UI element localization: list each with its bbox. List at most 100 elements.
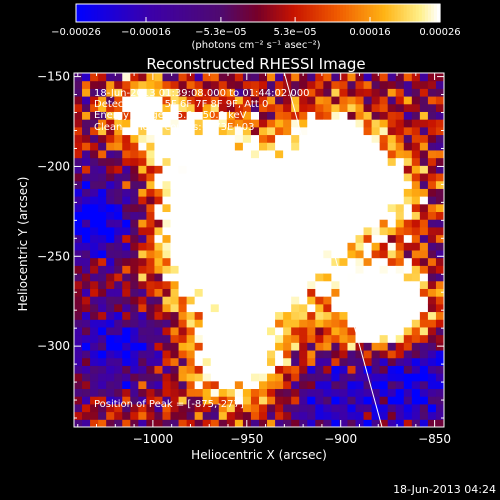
heatmap-cell — [186, 88, 196, 97]
heatmap-cell — [250, 296, 260, 305]
colorbar-segment — [191, 4, 195, 22]
heatmap-cell — [226, 234, 236, 243]
heatmap-cell — [82, 388, 91, 397]
heatmap-cell — [82, 126, 91, 136]
heatmap-cell — [226, 103, 236, 112]
heatmap-cell — [355, 219, 365, 228]
heatmap-cell — [427, 149, 437, 159]
heatmap-cell — [98, 273, 107, 282]
heatmap-cell — [275, 334, 284, 343]
heatmap-cell — [178, 134, 188, 143]
heatmap-cell — [299, 173, 308, 182]
heatmap-cell — [427, 73, 437, 82]
heatmap-cell — [259, 126, 268, 136]
heatmap-cell — [259, 334, 268, 343]
heatmap-cell — [218, 365, 228, 374]
heatmap-cell — [307, 96, 316, 105]
heatmap-cell — [154, 103, 163, 112]
heatmap-cell — [267, 311, 276, 320]
heatmap-cell — [178, 288, 188, 297]
heatmap-cell — [307, 88, 316, 97]
heatmap-cell — [202, 334, 212, 343]
heatmap-cell — [178, 226, 188, 236]
heatmap-cell — [226, 326, 236, 336]
heatmap-cell — [363, 342, 373, 351]
heatmap-cell — [371, 303, 381, 313]
colorbar-segment — [194, 4, 198, 22]
heatmap-cell — [138, 388, 147, 397]
heatmap-cell — [403, 88, 413, 97]
heatmap-cell — [234, 142, 244, 151]
heatmap-cell — [411, 188, 421, 197]
heatmap-cell — [202, 226, 212, 236]
heatmap-cell — [242, 357, 252, 366]
heatmap-cell — [234, 319, 244, 328]
heatmap-cell — [371, 419, 381, 428]
heatmap-cell — [403, 196, 413, 205]
heatmap-cell — [210, 180, 220, 189]
x-tick-label: −900 — [324, 432, 357, 446]
heatmap-cell — [218, 334, 228, 343]
heatmap-cell — [379, 180, 389, 189]
heatmap-cell — [162, 165, 172, 174]
heatmap-cell — [162, 119, 172, 128]
heatmap-cell — [275, 342, 284, 351]
heatmap-cell — [194, 211, 204, 220]
heatmap-cell — [275, 211, 284, 220]
heatmap-cell — [186, 142, 196, 151]
heatmap-cell — [170, 296, 180, 305]
heatmap-cell — [114, 311, 123, 320]
heatmap-cell — [307, 280, 316, 289]
heatmap-cell — [154, 380, 163, 390]
heatmap-cell — [323, 326, 332, 336]
heatmap-cell — [307, 219, 316, 228]
heatmap-cell — [403, 319, 413, 328]
heatmap-cell — [226, 165, 236, 174]
heatmap-cell — [218, 142, 228, 151]
heatmap-cell — [347, 357, 357, 366]
heatmap-cell — [154, 273, 163, 282]
heatmap-cell — [170, 265, 180, 274]
heatmap-cell — [355, 373, 365, 382]
heatmap-cell — [154, 303, 163, 313]
heatmap-cell — [234, 242, 244, 251]
heatmap-cell — [202, 326, 212, 336]
heatmap-cell — [154, 96, 163, 105]
heatmap-cell — [435, 203, 445, 213]
heatmap-cell — [74, 73, 83, 82]
heatmap-cell — [355, 203, 365, 213]
heatmap-cell — [379, 411, 389, 420]
heatmap-cell — [178, 373, 188, 382]
heatmap-cell — [315, 273, 324, 282]
heatmap-cell — [331, 403, 340, 413]
heatmap-cell — [331, 242, 340, 251]
heatmap-cell — [138, 103, 147, 112]
heatmap-cell — [411, 196, 421, 205]
heatmap-cell — [427, 203, 437, 213]
heatmap-cell — [242, 134, 252, 143]
heatmap-cell — [307, 119, 316, 128]
heatmap-cell — [427, 219, 437, 228]
heatmap-cell — [427, 111, 437, 120]
heatmap-cell — [178, 280, 188, 289]
heatmap-cell — [307, 103, 316, 112]
heatmap-cell — [435, 403, 445, 413]
heatmap-cell — [154, 388, 163, 397]
heatmap-cell — [250, 342, 260, 351]
colorbar-segment — [318, 4, 323, 22]
heatmap-cell — [170, 96, 180, 105]
heatmap-cell — [259, 373, 268, 382]
heatmap-cell — [114, 357, 123, 366]
heatmap-cell — [283, 388, 292, 397]
heatmap-cell — [419, 165, 429, 174]
heatmap-cell — [395, 226, 405, 236]
heatmap-cell — [114, 380, 123, 390]
heatmap-cell — [419, 126, 429, 136]
heatmap-cell — [130, 411, 139, 420]
heatmap-cell — [411, 380, 421, 390]
heatmap-cell — [307, 165, 316, 174]
heatmap-cell — [371, 134, 381, 143]
heatmap-cell — [427, 265, 437, 274]
heatmap-cell — [435, 211, 445, 220]
heatmap-cell — [194, 88, 204, 97]
